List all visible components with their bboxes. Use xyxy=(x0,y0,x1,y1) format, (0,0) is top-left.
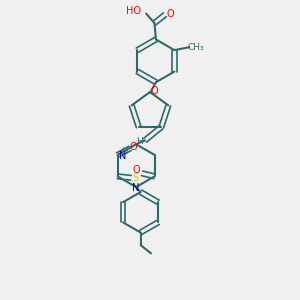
Text: H: H xyxy=(136,137,143,146)
Text: N: N xyxy=(132,183,140,193)
Text: H: H xyxy=(121,148,127,157)
Text: O: O xyxy=(133,165,141,176)
Text: O: O xyxy=(151,85,158,96)
Text: S: S xyxy=(133,173,139,183)
Text: N: N xyxy=(119,151,127,160)
Text: CH₃: CH₃ xyxy=(188,43,204,52)
Text: HO: HO xyxy=(126,6,141,16)
Text: O: O xyxy=(166,9,174,19)
Text: O: O xyxy=(130,142,137,152)
